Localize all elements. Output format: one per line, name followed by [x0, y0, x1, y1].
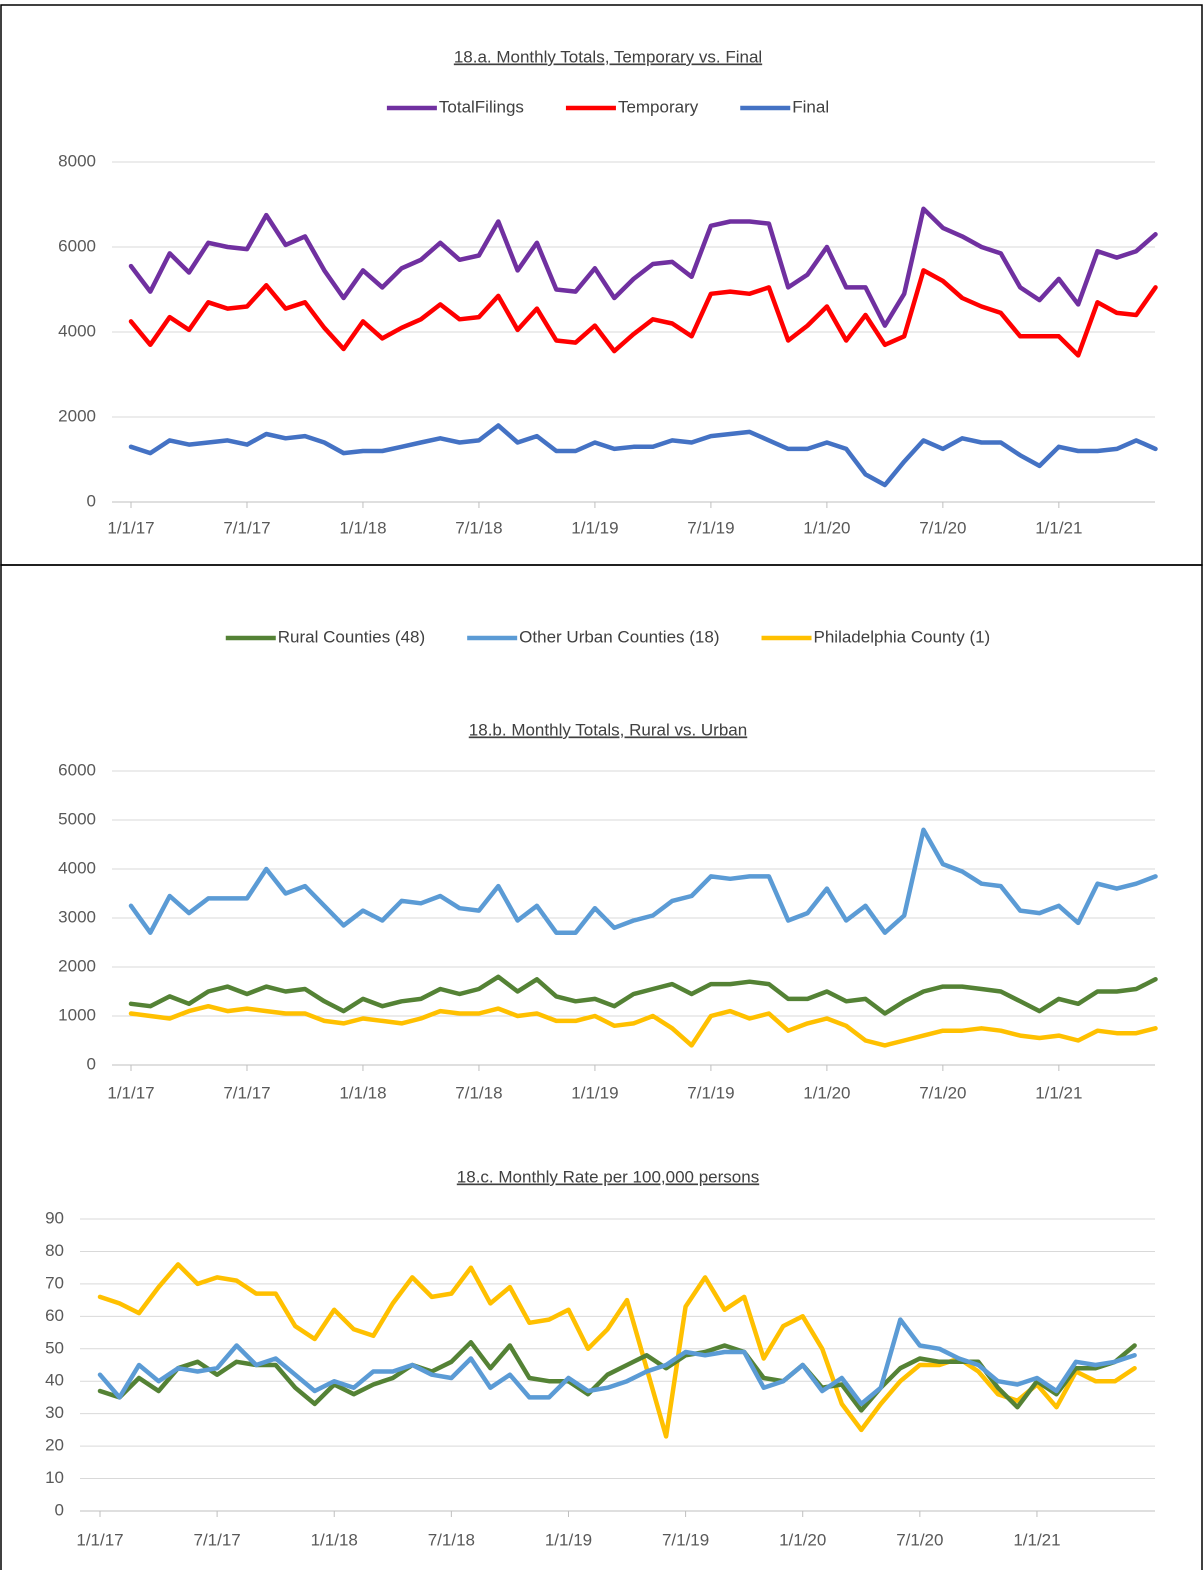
x-tick-label: 7/1/17 — [223, 1083, 270, 1102]
x-tick-label: 7/1/17 — [223, 518, 270, 537]
x-tick-label: 7/1/18 — [455, 518, 502, 537]
x-tick-label: 1/1/20 — [803, 1083, 850, 1102]
y-tick-label: 2000 — [58, 406, 96, 425]
y-tick-label: 30 — [45, 1403, 64, 1422]
y-tick-label: 40 — [45, 1371, 64, 1390]
x-tick-label: 7/1/19 — [687, 518, 734, 537]
x-tick-label: 1/1/20 — [779, 1530, 826, 1549]
x-tick-label: 7/1/17 — [193, 1530, 240, 1549]
x-tick-label: 1/1/18 — [339, 518, 386, 537]
x-tick-label: 1/1/17 — [76, 1530, 123, 1549]
legend-label: Final — [792, 97, 829, 116]
y-tick-label: 2000 — [58, 956, 96, 975]
y-tick-label: 90 — [45, 1208, 64, 1227]
y-tick-label: 8000 — [58, 151, 96, 170]
x-tick-label: 1/1/18 — [339, 1083, 386, 1102]
x-tick-label: 7/1/18 — [455, 1083, 502, 1102]
chart-title: 18.b. Monthly Totals, Rural vs. Urban — [469, 720, 747, 739]
y-tick-label: 4000 — [58, 858, 96, 877]
chart-title: 18.c. Monthly Rate per 100,000 persons — [457, 1167, 759, 1186]
series-line — [128, 206, 1158, 328]
panel-frame — [0, 4, 1203, 566]
y-tick-label: 80 — [45, 1241, 64, 1260]
x-tick-label: 1/1/17 — [107, 518, 154, 537]
x-tick-label: 1/1/19 — [545, 1530, 592, 1549]
series-line — [97, 1317, 1137, 1407]
y-tick-label: 3000 — [58, 907, 96, 926]
y-tick-label: 6000 — [58, 236, 96, 255]
y-tick-label: 0 — [55, 1500, 64, 1519]
y-tick-label: 70 — [45, 1273, 64, 1292]
series-line — [128, 268, 1158, 358]
y-tick-label: 0 — [87, 1054, 96, 1073]
x-tick-label: 1/1/18 — [311, 1530, 358, 1549]
panel-frame — [0, 564, 1203, 1570]
x-tick-label: 1/1/19 — [571, 1083, 618, 1102]
x-tick-label: 1/1/19 — [571, 518, 618, 537]
y-tick-label: 10 — [45, 1468, 64, 1487]
legend-label: Temporary — [618, 97, 699, 116]
series-line — [128, 827, 1158, 935]
x-tick-label: 7/1/20 — [919, 1083, 966, 1102]
y-tick-label: 1000 — [58, 1005, 96, 1024]
y-tick-label: 20 — [45, 1436, 64, 1455]
y-tick-label: 50 — [45, 1338, 64, 1357]
x-tick-label: 1/1/21 — [1035, 518, 1082, 537]
legend-label: TotalFilings — [439, 97, 524, 116]
x-tick-label: 7/1/20 — [896, 1530, 943, 1549]
x-tick-label: 1/1/20 — [803, 518, 850, 537]
y-tick-label: 0 — [87, 491, 96, 510]
x-tick-label: 7/1/18 — [428, 1530, 475, 1549]
chart-title: 18.a. Monthly Totals, Temporary vs. Fina… — [454, 47, 762, 66]
series-line — [128, 423, 1158, 488]
series-line — [128, 974, 1158, 1016]
series-line — [128, 1003, 1158, 1048]
y-tick-label: 4000 — [58, 321, 96, 340]
legend-label: Rural Counties (48) — [278, 627, 425, 646]
x-tick-label: 1/1/21 — [1035, 1083, 1082, 1102]
legend-label: Other Urban Counties (18) — [519, 627, 719, 646]
y-tick-label: 6000 — [58, 760, 96, 779]
x-tick-label: 1/1/17 — [107, 1083, 154, 1102]
y-tick-label: 5000 — [58, 809, 96, 828]
series-line — [97, 1262, 1137, 1439]
y-tick-label: 60 — [45, 1306, 64, 1325]
x-tick-label: 1/1/21 — [1013, 1530, 1060, 1549]
legend-label: Philadelphia County (1) — [814, 627, 991, 646]
x-tick-label: 7/1/20 — [919, 518, 966, 537]
x-tick-label: 7/1/19 — [662, 1530, 709, 1549]
x-tick-label: 7/1/19 — [687, 1083, 734, 1102]
series-line — [97, 1340, 1137, 1413]
